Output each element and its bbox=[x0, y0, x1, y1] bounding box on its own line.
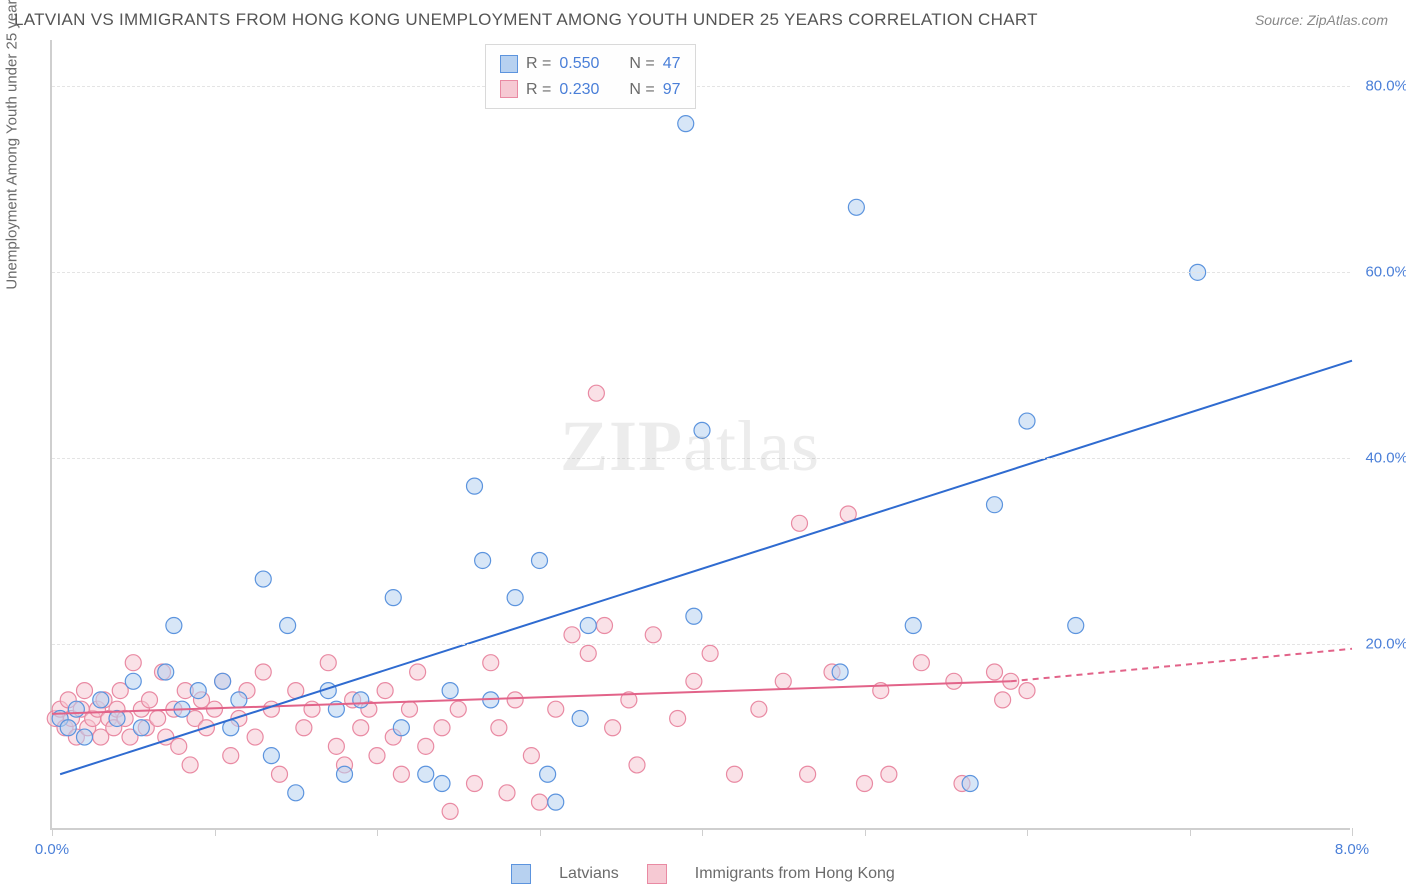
legend-row-latvians: R = 0.550 N = 47 bbox=[500, 51, 681, 77]
correlation-legend: R = 0.550 N = 47 R = 0.230 N = 97 bbox=[485, 44, 696, 109]
series-legend: Latvians Immigrants from Hong Kong bbox=[0, 864, 1406, 884]
chart-plot-area: 20.0%40.0%60.0%80.0%0.0%8.0% bbox=[50, 40, 1350, 830]
y-tick-label: 60.0% bbox=[1365, 264, 1406, 281]
legend-r-label-2: R = bbox=[526, 77, 551, 103]
swatch-latvians-bottom bbox=[511, 864, 531, 884]
y-tick-label: 80.0% bbox=[1365, 78, 1406, 95]
legend-hongkong-r: 0.230 bbox=[559, 77, 599, 103]
legend-latvians-label: Latvians bbox=[559, 865, 619, 883]
legend-n-label: N = bbox=[629, 51, 654, 77]
legend-row-hongkong: R = 0.230 N = 97 bbox=[500, 77, 681, 103]
x-tick-label: 8.0% bbox=[1335, 841, 1369, 858]
legend-n-label-2: N = bbox=[629, 77, 654, 103]
y-axis-label: Unemployment Among Youth under 25 years bbox=[4, 0, 21, 290]
swatch-hongkong-bottom bbox=[647, 864, 667, 884]
source-label: Source: ZipAtlas.com bbox=[1255, 12, 1388, 28]
y-tick-label: 20.0% bbox=[1365, 636, 1406, 653]
scatter-svg bbox=[52, 40, 1350, 828]
legend-r-label: R = bbox=[526, 51, 551, 77]
y-tick-label: 40.0% bbox=[1365, 450, 1406, 467]
legend-latvians-r: 0.550 bbox=[559, 51, 599, 77]
swatch-latvians bbox=[500, 55, 518, 73]
chart-title: LATVIAN VS IMMIGRANTS FROM HONG KONG UNE… bbox=[14, 10, 1038, 30]
x-tick-label: 0.0% bbox=[35, 841, 69, 858]
legend-latvians-n: 47 bbox=[663, 51, 681, 77]
legend-hongkong-label: Immigrants from Hong Kong bbox=[695, 865, 895, 883]
swatch-hongkong bbox=[500, 80, 518, 98]
legend-hongkong-n: 97 bbox=[663, 77, 681, 103]
